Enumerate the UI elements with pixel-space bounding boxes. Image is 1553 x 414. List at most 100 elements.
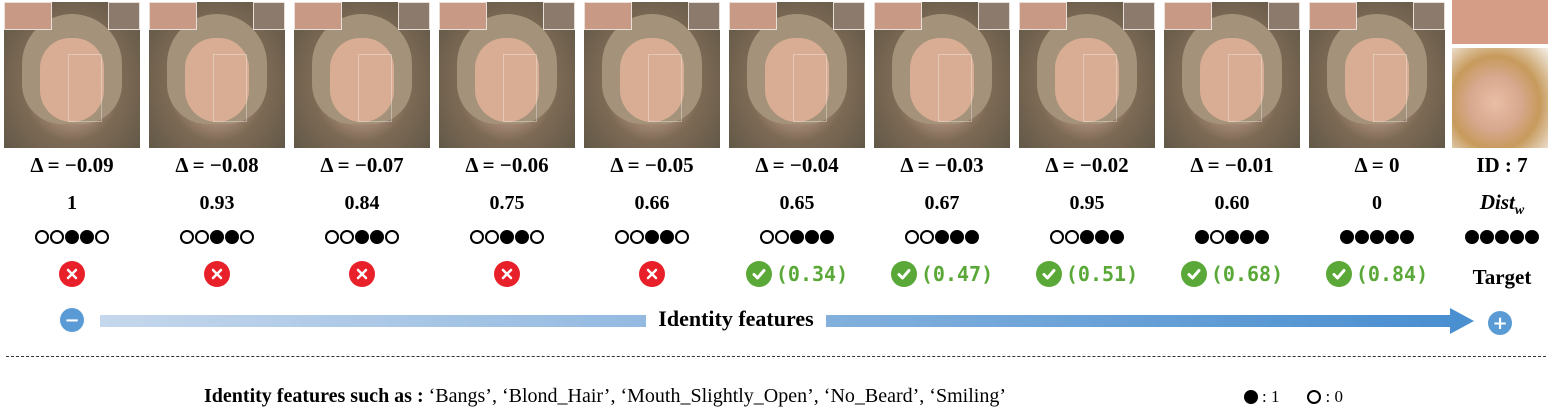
filled-dot-icon: [1240, 230, 1254, 244]
dist-value: 0.75: [489, 192, 525, 214]
attribute-dots: [290, 230, 434, 244]
delta-label: Δ = −0.06: [465, 153, 549, 177]
plus-icon: +: [1488, 311, 1512, 335]
filled-dot-icon: [1355, 230, 1369, 244]
mouth-crop: [584, 2, 632, 30]
attribute-dots: [145, 230, 289, 244]
target-face-image: [1452, 48, 1548, 148]
footer-lead: Identity features such as :: [204, 385, 424, 407]
eye-crop: [398, 2, 430, 30]
filled-dot-icon: [1385, 230, 1399, 244]
generated-face-image: [1019, 2, 1155, 148]
eye-crop: [1123, 2, 1155, 30]
result-mark: (0.51): [1015, 261, 1159, 287]
legend-on-text: : 1: [1262, 387, 1280, 406]
result-mark: (0.47): [870, 261, 1014, 287]
delta-label: Δ = −0.01: [1190, 153, 1274, 177]
generated-face-image: [874, 2, 1010, 148]
plus-sign: +: [1492, 312, 1508, 334]
filled-dot-icon: [1095, 230, 1109, 244]
empty-dot-icon: [530, 230, 544, 244]
filled-dot-icon: [820, 230, 834, 244]
empty-dot-icon: [760, 230, 774, 244]
score-value: (0.68): [1210, 262, 1284, 286]
generated-face-image: [1164, 2, 1300, 148]
score-value: (0.84): [1355, 262, 1429, 286]
empty-dot-icon: [1210, 230, 1224, 244]
dist-value: 0.84: [344, 192, 380, 214]
delta-label: Δ = −0.02: [1045, 153, 1129, 177]
mouth-crop: [1309, 2, 1357, 30]
filled-dot-icon: [1110, 230, 1124, 244]
empty-dot-icon: [1307, 390, 1322, 404]
delta-label: Δ = −0.04: [755, 153, 839, 177]
identity-arrow: − Identity features +: [60, 306, 1520, 336]
generated-face-image: [1309, 2, 1445, 148]
mouth-crop: [149, 2, 197, 30]
filled-dot-icon: [355, 230, 369, 244]
result-mark: [290, 261, 434, 287]
filled-dot-icon: [1255, 230, 1269, 244]
filled-dot-icon: [790, 230, 804, 244]
attribute-dots: [725, 230, 869, 244]
target-id-label: ID : 7: [1476, 153, 1528, 177]
check-icon: [745, 261, 772, 287]
attribute-dots: [870, 230, 1014, 244]
delta-label: Δ = 0: [1354, 153, 1400, 177]
eye-crop: [1268, 2, 1300, 30]
target-attribute-dots: [1450, 230, 1553, 244]
result-mark: (0.68): [1160, 261, 1304, 287]
result-mark: (0.84): [1305, 261, 1449, 287]
eye-crop: [688, 2, 720, 30]
dist-value: 1: [67, 192, 77, 214]
empty-dot-icon: [240, 230, 254, 244]
check-icon: [1035, 261, 1062, 287]
footer-features: ‘Bangs’, ‘Blond_Hair’, ‘Mouth_Slightly_O…: [428, 385, 1006, 407]
dashed-divider: [6, 356, 1546, 357]
dist-value: 0.66: [634, 192, 670, 214]
cross-icon: [59, 261, 85, 287]
dist-w-text: Dist: [1479, 190, 1515, 214]
mouth-crop: [1164, 2, 1212, 30]
filled-dot-icon: [1340, 230, 1354, 244]
mouth-crop: [874, 2, 922, 30]
filled-dot-icon: [950, 230, 964, 244]
score-value: (0.34): [775, 262, 849, 286]
eye-crop: [543, 2, 575, 30]
dot-legend: : 1 : 0: [1244, 387, 1343, 407]
filled-dot-icon: [1480, 230, 1494, 244]
check-icon: [1180, 261, 1207, 287]
filled-dot-icon: [1510, 230, 1524, 244]
mouth-crop: [729, 2, 777, 30]
empty-dot-icon: [615, 230, 629, 244]
filled-dot-icon: [1370, 230, 1384, 244]
dist-value: 0: [1372, 192, 1382, 214]
mouth-crop: [4, 2, 52, 30]
cross-icon: [349, 261, 375, 287]
target-label: Target: [1472, 265, 1532, 289]
empty-dot-icon: [50, 230, 64, 244]
eye-crop: [1413, 2, 1445, 30]
dist-value: 0.60: [1214, 192, 1250, 214]
result-mark: (0.34): [725, 261, 869, 287]
filled-dot-icon: [1495, 230, 1509, 244]
empty-dot-icon: [325, 230, 339, 244]
check-icon: [890, 261, 917, 287]
filled-dot-icon: [935, 230, 949, 244]
mouth-crop: [439, 2, 487, 30]
cross-icon: [494, 261, 520, 287]
empty-dot-icon: [920, 230, 934, 244]
delta-label: Δ = −0.03: [900, 153, 984, 177]
empty-dot-icon: [775, 230, 789, 244]
eye-crop: [978, 2, 1010, 30]
filled-dot-icon: [515, 230, 529, 244]
empty-dot-icon: [1065, 230, 1079, 244]
empty-dot-icon: [630, 230, 644, 244]
generated-face-image: [294, 2, 430, 148]
filled-dot-icon: [1225, 230, 1239, 244]
generated-face-image: [584, 2, 720, 148]
filled-dot-icon: [500, 230, 514, 244]
eye-crop: [108, 2, 140, 30]
mouth-crop: [294, 2, 342, 30]
score-value: (0.47): [920, 262, 994, 286]
